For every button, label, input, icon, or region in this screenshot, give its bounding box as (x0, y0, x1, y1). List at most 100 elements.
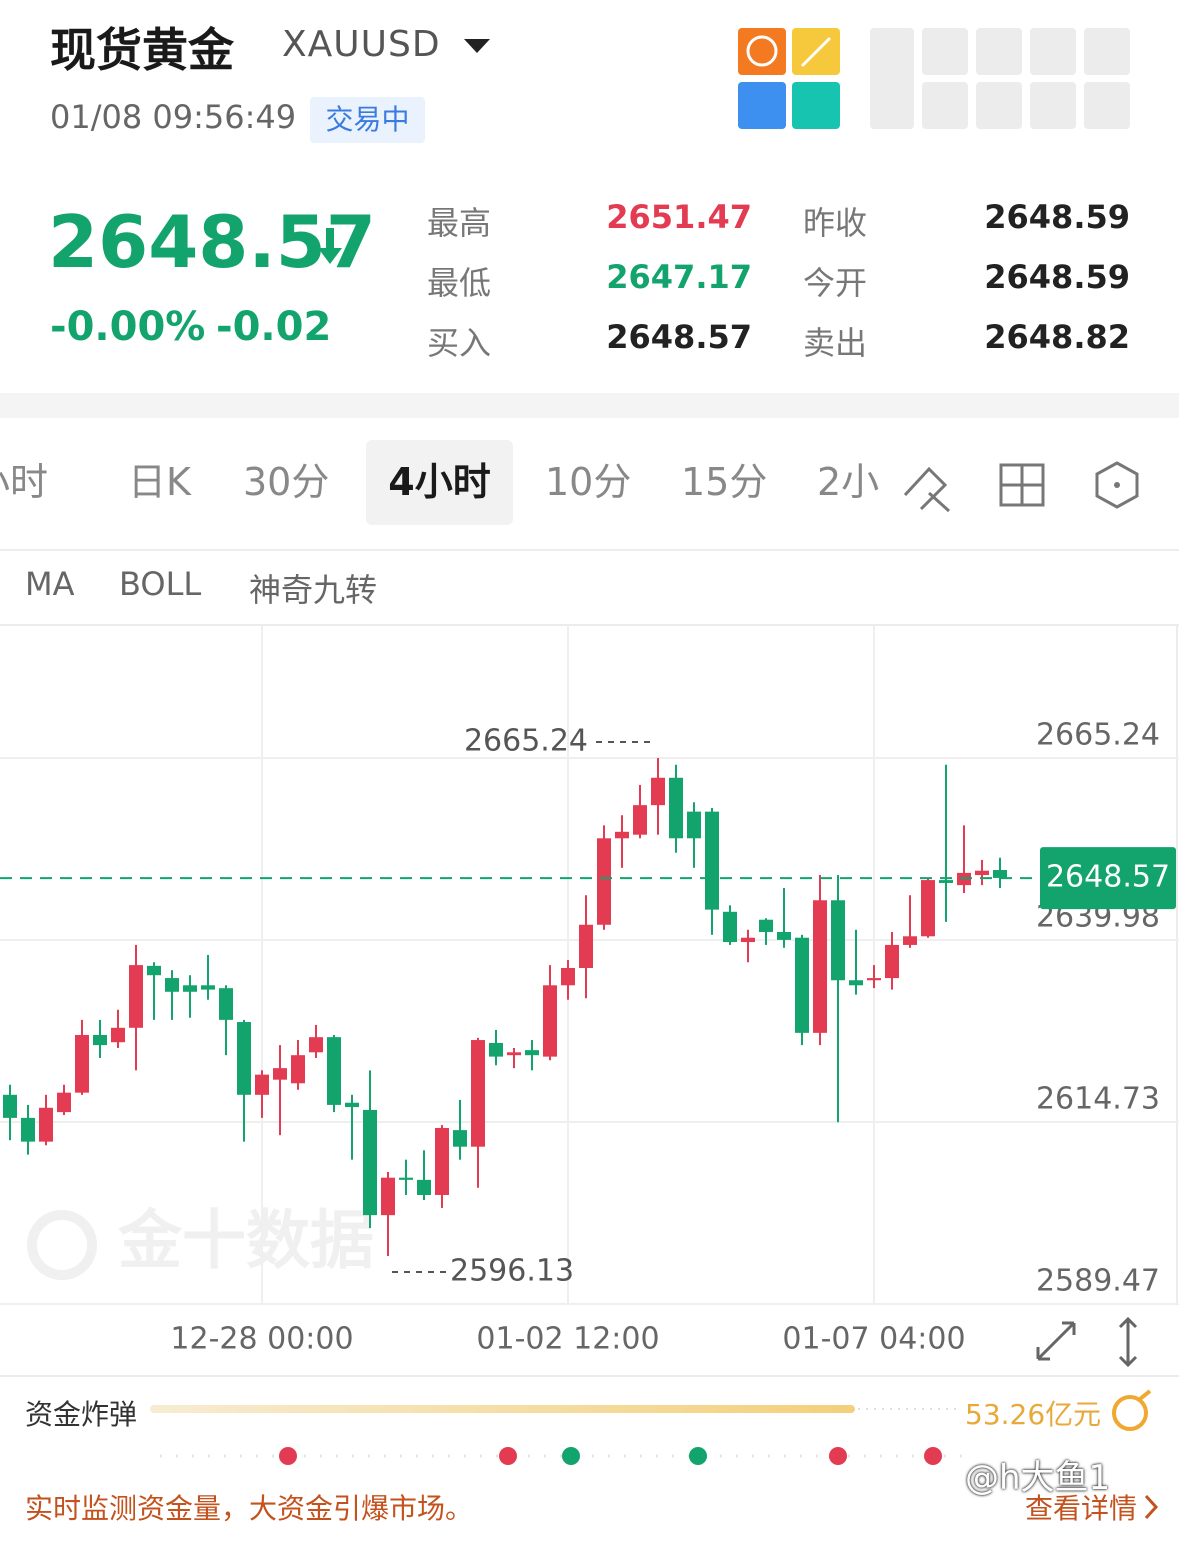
candle-body (111, 1027, 125, 1043)
chevron[interactable] (1142, 1490, 1162, 1524)
fund-link[interactable]: 查看详情 (1025, 1492, 1138, 1525)
candle-body (489, 1042, 503, 1057)
scale-icon[interactable] (1118, 1316, 1138, 1368)
last-price-label: 2648.57 (1046, 860, 1170, 895)
icon[interactable] (1084, 82, 1130, 129)
y-tick-label: 2614.73 (1036, 1081, 1160, 1116)
tab[interactable]: 2小时 (817, 460, 879, 504)
icon[interactable] (922, 82, 968, 129)
icon[interactable] (976, 82, 1022, 129)
candle-body (3, 1094, 17, 1118)
tab[interactable]: 10分 (545, 460, 632, 504)
stat-label: 今开 (803, 264, 868, 302)
candle-body (381, 1177, 395, 1216)
chart-tools (1036, 1316, 1138, 1368)
y-tick-label: 2589.47 (1036, 1264, 1160, 1299)
icon[interactable] (976, 28, 1022, 75)
dropdown-icon[interactable] (462, 36, 492, 56)
icon[interactable] (738, 28, 786, 75)
tab[interactable]: 30分 (243, 460, 330, 504)
icon[interactable] (870, 28, 914, 129)
settings-icon[interactable] (1095, 461, 1139, 509)
draw-icon[interactable] (903, 466, 951, 513)
tab[interactable]: 小时 (0, 460, 49, 504)
candle-body (399, 1177, 413, 1180)
candle-body (687, 811, 701, 839)
watermark-logo (27, 1210, 97, 1280)
candle-body (39, 1107, 53, 1142)
candle-body (237, 1022, 251, 1095)
icon[interactable] (1030, 28, 1076, 75)
candle-body (705, 811, 719, 910)
candle-body (21, 1117, 35, 1142)
candle-body (453, 1130, 467, 1147)
tab[interactable]: 15分 (681, 460, 768, 504)
icon[interactable] (792, 82, 840, 129)
candle-body (975, 870, 989, 876)
bomb-icon[interactable] (1110, 1385, 1160, 1435)
stat-label: 买入 (427, 324, 492, 362)
last-price: 2648.57 (48, 200, 376, 284)
divider (0, 624, 1179, 626)
stat-value: 2651.47 (606, 198, 752, 236)
stat-value: 2648.59 (984, 198, 1130, 236)
candle-body (921, 880, 935, 937)
icon[interactable] (1084, 28, 1130, 75)
divider (0, 549, 1179, 551)
candle-body (93, 1035, 107, 1046)
low-label: 2596.13 (450, 1254, 574, 1289)
stat-value: 2648.59 (984, 258, 1130, 296)
candle-body (615, 831, 629, 839)
fullscreen-icon[interactable] (1036, 1321, 1076, 1361)
candle-body (345, 1102, 359, 1108)
candle-body (579, 924, 593, 968)
candle-body (813, 900, 827, 1033)
last-price-tag (1040, 847, 1176, 910)
candle-body (57, 1092, 71, 1113)
candle-body (759, 919, 773, 932)
stat-label: 卖出 (803, 324, 868, 362)
candle-body (471, 1040, 485, 1147)
candle-body (201, 985, 215, 990)
candle-body (993, 869, 1007, 878)
candle-body (435, 1127, 449, 1195)
candle-body (777, 931, 791, 940)
candle-body (669, 777, 683, 839)
candle-body (741, 937, 755, 943)
candle-body (939, 880, 953, 883)
candle-body (363, 1109, 377, 1216)
candle-body (525, 1050, 539, 1056)
candle-body (255, 1074, 269, 1095)
symbol[interactable]: XAUUSD (282, 24, 441, 65)
indicator[interactable]: MA (25, 565, 75, 603)
candle-body (723, 911, 737, 943)
stat-label: 昨收 (803, 204, 868, 242)
candle-body (561, 967, 575, 986)
candle-body (219, 988, 233, 1020)
candle-body (867, 978, 881, 981)
tab[interactable]: 4小时 (366, 440, 513, 525)
icon[interactable] (922, 28, 968, 75)
icon[interactable] (1030, 82, 1076, 129)
icon[interactable] (738, 82, 786, 129)
x-tick-label: 01-02 12:00 (476, 1322, 659, 1357)
candle-body (903, 936, 917, 945)
separator (0, 393, 1179, 418)
stat-value: 2648.82 (984, 318, 1130, 356)
candle-body (417, 1179, 431, 1195)
candle-body (651, 777, 665, 806)
candle-body (309, 1037, 323, 1053)
time: 01/08 09:56:49 (50, 98, 297, 136)
x-tick-label: 12-28 00:00 (170, 1322, 353, 1357)
toolbar (738, 28, 1130, 129)
watermark: 金十数据 (117, 1205, 374, 1279)
tab[interactable]: 日K (128, 460, 191, 504)
indicator[interactable]: 神奇九转 (249, 571, 378, 609)
stat-value: 2647.17 (606, 258, 752, 296)
indicator[interactable]: BOLL (119, 565, 202, 603)
stat-label: 最高 (427, 204, 492, 242)
grid-icon[interactable] (999, 463, 1045, 507)
tab-tools (903, 461, 1139, 513)
